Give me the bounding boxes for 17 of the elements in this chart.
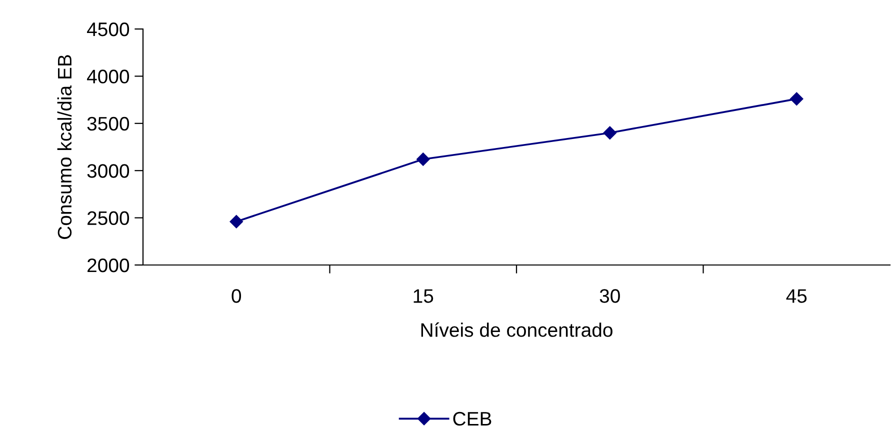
x-tick-label: 45: [786, 289, 807, 303]
legend-label: CEB: [453, 412, 492, 426]
x-axis-title: Níveis de concentrado: [421, 322, 612, 337]
point: [416, 152, 430, 166]
point: [603, 126, 616, 140]
x-tick-label: 15: [414, 289, 434, 303]
y-tick-label: 2000: [88, 258, 130, 272]
x-tick-label: 0: [232, 289, 242, 303]
point: [790, 92, 804, 106]
y-axis-title: Consumo kcal/dia EB: [57, 55, 72, 239]
y-tick-label: 4000: [87, 70, 130, 84]
y-tick-label: 2500: [88, 211, 130, 226]
y-tick-label: 4500: [87, 22, 130, 36]
y-tick-label: 3500: [87, 116, 130, 131]
x-tick-label: 30: [600, 289, 620, 303]
point: [230, 214, 243, 228]
y-tick-label: 3000: [87, 164, 130, 178]
